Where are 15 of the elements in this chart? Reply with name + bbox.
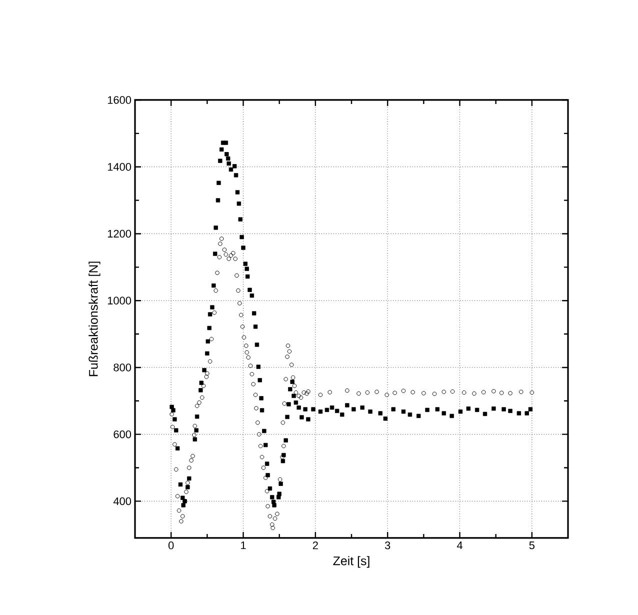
y-tick-label: 1400	[108, 162, 132, 171]
y-tick-label: 800	[114, 364, 132, 372]
y-tick-label: 1000	[108, 296, 132, 304]
y-axis-title: Fußreaktionskraft [N]	[88, 262, 100, 376]
x-axis-title: Zeit [s]	[333, 556, 370, 568]
y-tick-label: 400	[113, 497, 132, 506]
x-tick-label: 1	[241, 542, 246, 550]
x-tick-label: 2	[312, 542, 318, 550]
x-tick-label: 5	[529, 542, 534, 550]
x-tick-label: 0	[168, 542, 174, 550]
y-tick-label: 1600	[108, 96, 132, 104]
x-tick-label: 4	[456, 542, 462, 550]
y-tick-label: 600	[114, 430, 132, 438]
y-tick-label: 1200	[108, 230, 132, 238]
x-tick-label: 3	[384, 542, 390, 550]
